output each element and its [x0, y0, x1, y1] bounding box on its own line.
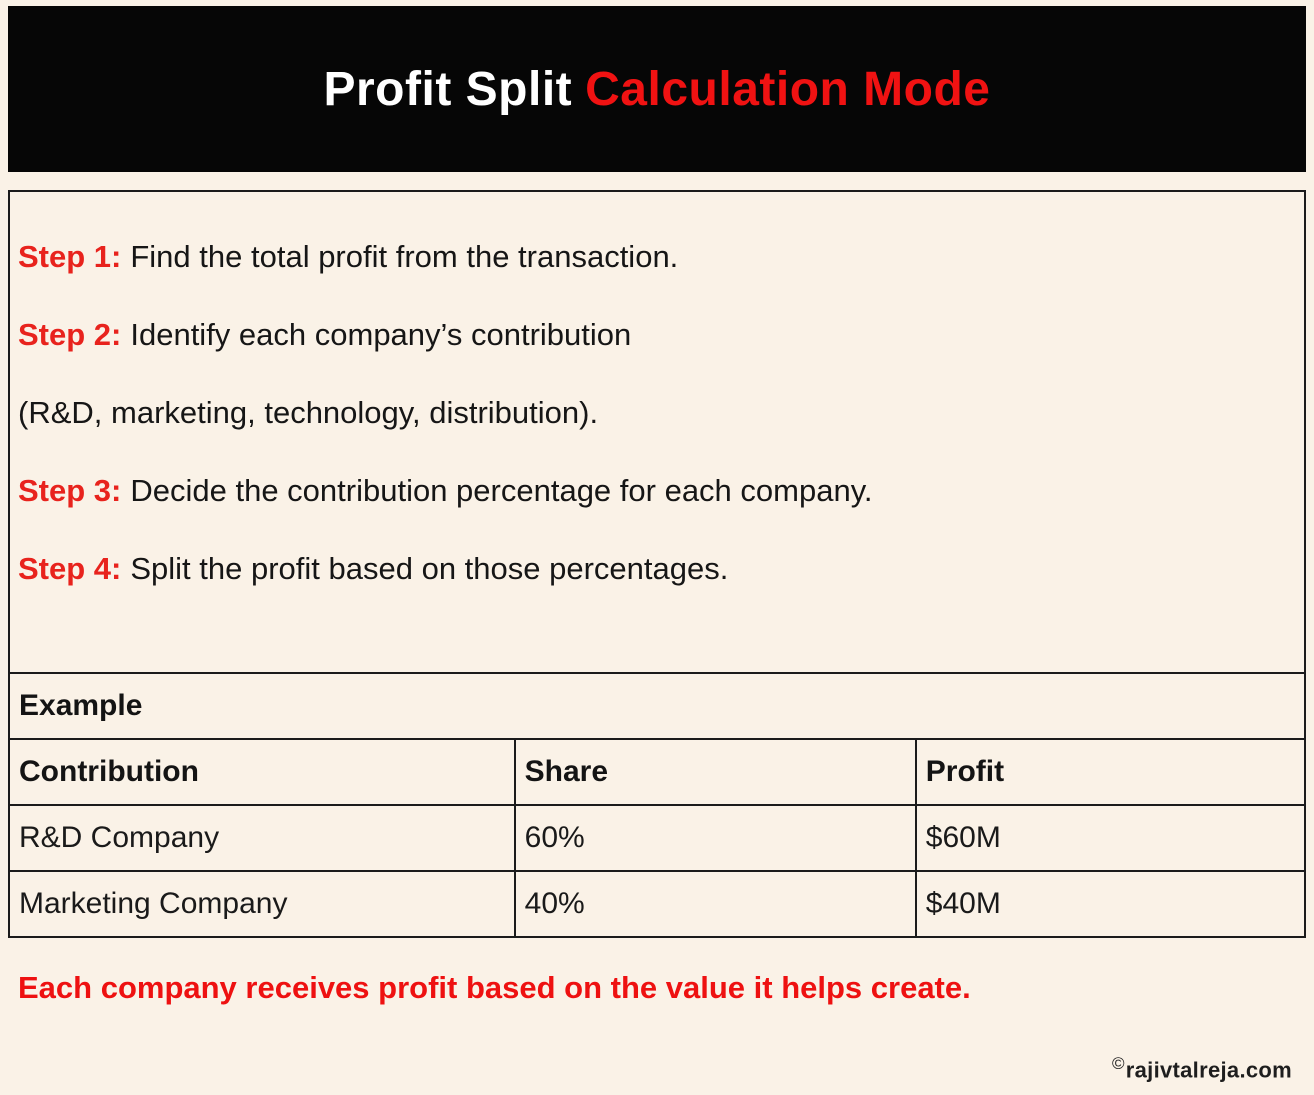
- step-4-label: Step 4:: [18, 551, 122, 586]
- step-line-2: Step 2: Identify each company’s contribut…: [18, 316, 1294, 354]
- step-line-3: Step 3: Decide the contribution percentag…: [18, 472, 1294, 510]
- step-1-label: Step 1:: [18, 239, 122, 274]
- step-2-label: Step 2:: [18, 317, 122, 352]
- column-header-contribution: Contribution: [10, 738, 515, 805]
- step-line-2-continuation: (R&D, marketing, technology, distributio…: [18, 394, 1294, 432]
- step-3-label: Step 3:: [18, 473, 122, 508]
- cell-profit: $40M: [914, 870, 1304, 936]
- footer-note: Each company receives profit based on th…: [18, 970, 971, 1005]
- copyright-icon: ©: [1111, 1053, 1125, 1073]
- watermark: ©rajivtalreja.com: [1112, 1054, 1292, 1083]
- cell-contribution: R&D Company: [10, 804, 515, 871]
- step-1-text: Find the total profit from the transacti…: [130, 239, 679, 274]
- table-row: R&D Company 60% $60M: [10, 804, 1304, 871]
- title-part-white: Profit Split: [323, 62, 573, 116]
- cell-profit: $60M: [914, 804, 1304, 871]
- steps-list: Step 1: Find the total profit from the tr…: [10, 192, 1304, 672]
- page-title: Profit Split Calculation Mode: [323, 62, 990, 117]
- step-4-text: Split the profit based on those percenta…: [130, 551, 729, 586]
- step-2-text: Identify each company’s contribution: [130, 317, 632, 352]
- watermark-text: rajivtalreja.com: [1125, 1057, 1292, 1082]
- cell-contribution: Marketing Company: [10, 870, 515, 936]
- title-part-red: Calculation Mode: [585, 62, 991, 116]
- step-line-1: Step 1: Find the total profit from the tr…: [18, 238, 1294, 276]
- cell-share: 60%: [513, 804, 916, 871]
- column-header-profit: Profit: [914, 738, 1304, 805]
- table-header-row: Contribution Share Profit: [10, 738, 1304, 805]
- cell-share: 40%: [513, 870, 916, 936]
- step-line-4: Step 4: Split the profit based on those p…: [18, 550, 1294, 588]
- content-box: Step 1: Find the total profit from the tr…: [8, 190, 1306, 938]
- step-continuation-text: (R&D, marketing, technology, distributio…: [18, 395, 599, 430]
- title-banner: Profit Split Calculation Mode: [8, 6, 1306, 172]
- column-header-share: Share: [513, 738, 916, 805]
- example-table: Contribution Share Profit R&D Company 60…: [10, 738, 1304, 936]
- step-3-text: Decide the contribution percentage for e…: [130, 473, 873, 508]
- table-row: Marketing Company 40% $40M: [10, 870, 1304, 936]
- example-heading: Example: [10, 672, 1304, 738]
